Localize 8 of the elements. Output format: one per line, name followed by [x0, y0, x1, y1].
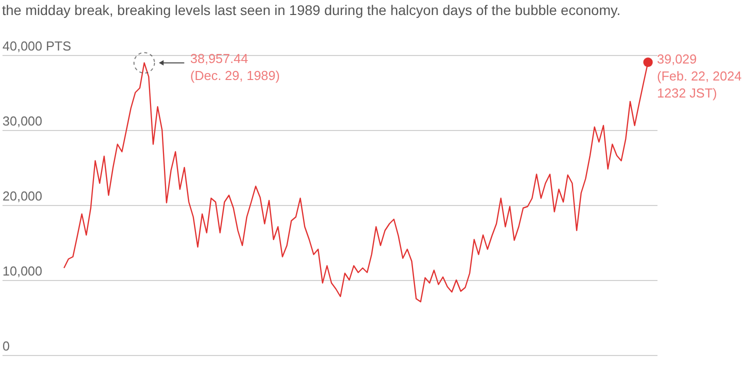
annotation: 38,957.44 (Dec. 29, 1989) [190, 50, 280, 83]
y-tick-label: 30,000 [2, 114, 42, 128]
y-tick-label: 10,000 [2, 264, 42, 278]
chart-subtitle: the midday break, breaking levels last seen in 1989 during the halcyon days of the bubble economy. [2, 2, 620, 18]
y-tick-label: 40,000 PTS [2, 38, 72, 54]
y-tick-label: 0 [2, 338, 10, 354]
y-tick-label: 20,000 [2, 188, 42, 204]
text: 39,029 (Feb. 22, 2024 1232 JST) [657, 51, 742, 100]
